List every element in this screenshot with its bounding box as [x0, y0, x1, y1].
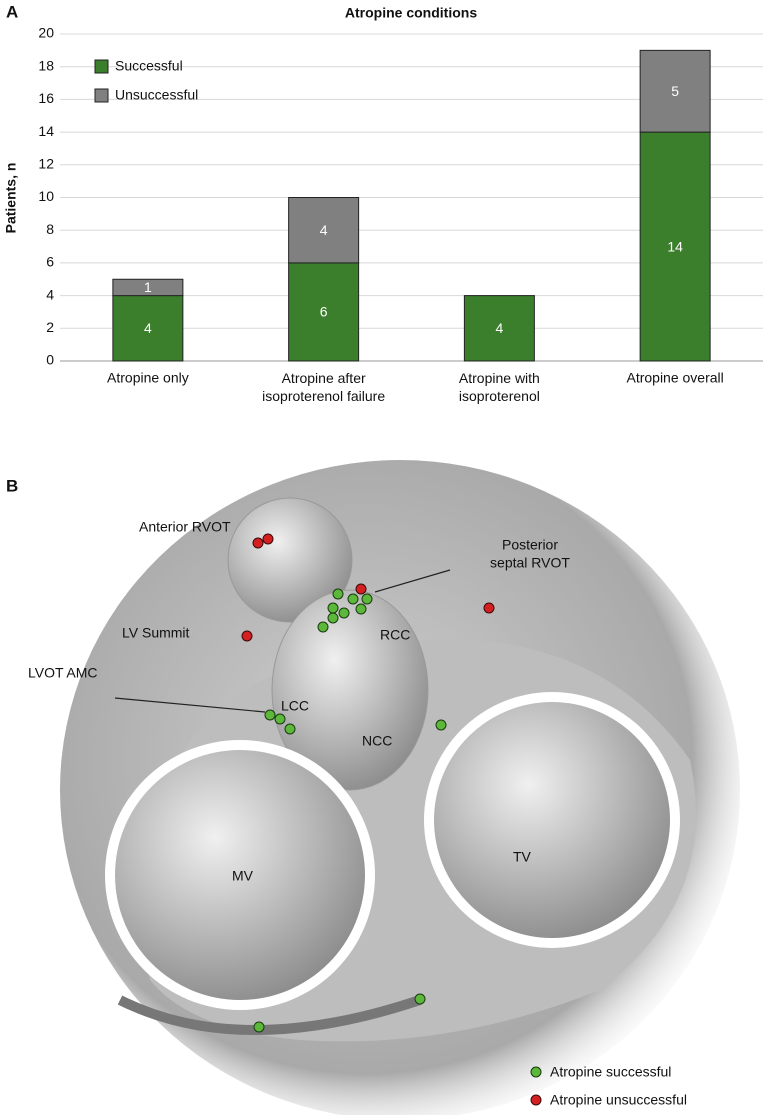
site-dot: [355, 583, 367, 595]
site-dot: [355, 603, 367, 615]
data-label: 14: [667, 238, 683, 254]
y-tick-label: 6: [46, 254, 54, 270]
legend-label: Successful: [115, 58, 183, 74]
data-label: 4: [320, 222, 328, 238]
arrow: [374, 569, 451, 593]
mitral-valve: [115, 750, 365, 1000]
data-label: 6: [320, 304, 328, 320]
chart-title: Atropine conditions: [345, 5, 477, 21]
y-tick-label: 0: [46, 352, 54, 368]
bar-segment: [639, 49, 711, 133]
site-label: LVOT AMC: [28, 665, 98, 681]
bar-segment: [288, 197, 360, 264]
y-tick-label: 8: [46, 221, 54, 237]
bar-segment: [639, 131, 711, 362]
y-tick-label: 14: [38, 123, 54, 139]
site-label: NCC: [362, 733, 392, 749]
bar-segment: [463, 295, 535, 362]
panel-label: B: [6, 476, 18, 495]
x-tick-label: Atropine overall: [626, 370, 723, 386]
tricuspid-valve: [434, 702, 670, 938]
legend-label: Atropine successful: [550, 1064, 671, 1080]
y-tick-label: 12: [38, 156, 54, 172]
site-label: RCC: [380, 627, 410, 643]
site-dot: [274, 713, 286, 725]
site-dot: [252, 537, 264, 549]
y-tick-label: 2: [46, 319, 54, 335]
site-dot: [253, 1021, 265, 1033]
y-tick-label: 20: [38, 25, 54, 41]
site-dot: [284, 723, 296, 735]
data-label: 4: [144, 320, 152, 336]
x-tick-label: Atropine only: [107, 370, 189, 386]
y-axis-label: Patients, n: [3, 163, 19, 234]
data-label: 4: [495, 320, 503, 336]
legend-dot: [530, 1066, 542, 1078]
site-dot: [327, 602, 339, 614]
site-dot: [262, 533, 274, 545]
legend-swatch: [94, 88, 109, 103]
site-dot: [264, 709, 276, 721]
y-tick-label: 4: [46, 286, 54, 302]
x-tick-label: Atropine with isoproterenol: [459, 370, 540, 404]
site-label: LCC: [281, 698, 309, 714]
site-dot: [338, 607, 350, 619]
site-label: septal RVOT: [490, 555, 570, 571]
legend-label: Atropine unsuccessful: [550, 1092, 687, 1108]
panel-label: A: [6, 2, 18, 21]
y-tick-label: 10: [38, 188, 54, 204]
data-label: 1: [144, 279, 152, 295]
y-tick-label: 16: [38, 90, 54, 106]
site-label: Anterior RVOT: [139, 519, 231, 535]
pulmonic-valve: [227, 497, 353, 623]
site-dot: [414, 993, 426, 1005]
site-dot: [435, 719, 447, 731]
legend-label: Unsuccessful: [115, 87, 198, 103]
bar-segment: [112, 278, 184, 297]
bar-segment: [288, 262, 360, 362]
chart: 0 2 4 6 8 10 12 14 16 18 20 4 1 Atropine only 6 4 Atropi…: [38, 25, 763, 404]
site-dot: [317, 621, 329, 633]
site-label: MV: [232, 868, 254, 884]
aortic-root: [271, 589, 429, 791]
site-dot: [332, 588, 344, 600]
legend-swatch: [94, 59, 109, 74]
site-label: LV Summit: [122, 625, 190, 641]
heart-diagram: Anterior RVOT LV Summit LVOT AMC RCC LCC…: [28, 460, 740, 1115]
site-dot: [361, 593, 373, 605]
y-tick-label: 18: [38, 57, 54, 73]
arrow: [114, 697, 266, 713]
site-label: TV: [513, 849, 532, 865]
site-dot: [347, 593, 359, 605]
site-dot: [483, 602, 495, 614]
site-dot: [241, 630, 253, 642]
legend-dot: [530, 1094, 542, 1106]
site-dot: [327, 612, 339, 624]
data-label: 5: [671, 83, 679, 99]
site-label: Posterior: [502, 537, 558, 553]
bar-segment: [112, 295, 184, 362]
x-tick-label: Atropine after isoproterenol failure: [262, 370, 385, 404]
